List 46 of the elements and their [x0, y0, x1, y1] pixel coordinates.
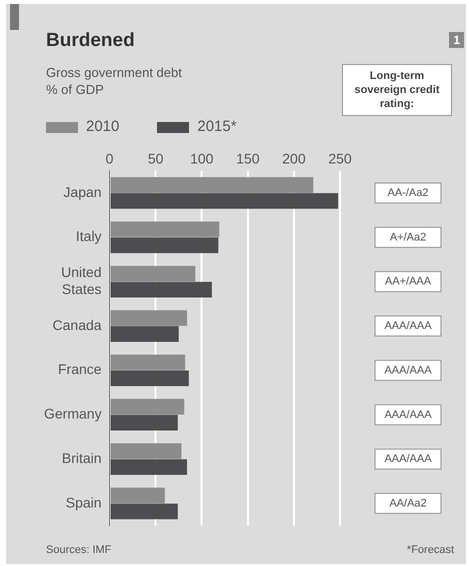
bar [110, 310, 187, 326]
bar [110, 237, 218, 254]
text: AAA/AAA [384, 320, 432, 332]
legend-label: 2010 [85, 118, 120, 135]
text: AA-/Aa2 [388, 187, 428, 200]
x-tick-label: 100 [190, 150, 214, 166]
y-tick-label: Spain [66, 494, 102, 510]
text: AAA/AAA [384, 453, 432, 466]
y-tick-label: France [58, 361, 102, 378]
bar [110, 326, 179, 342]
bar [110, 266, 196, 282]
y-tick-label: Britain [62, 450, 102, 466]
text: Long-term sovereign credit rating: [342, 64, 452, 116]
bar [110, 222, 220, 238]
x-tick-label: 0 [106, 150, 114, 166]
x-tick-label: 50 [148, 150, 164, 166]
bar [110, 459, 187, 475]
text: AAA/AAA [384, 408, 432, 421]
y-tick-label: Germany [44, 406, 102, 422]
text: AA/Aa2 [389, 497, 427, 510]
text: A+/Aa2 [390, 231, 426, 244]
text: *Forecast [406, 544, 454, 556]
bar [110, 504, 178, 520]
x-tick-label: 250 [328, 150, 352, 166]
bar [110, 443, 182, 459]
x-tick-label: 150 [236, 150, 260, 166]
bar [110, 177, 314, 193]
chart-subtitle: Gross government debt % of GDP [46, 64, 182, 98]
y-tick-label: Japan [63, 184, 102, 200]
bar [110, 414, 178, 431]
chart-title: Burdened [46, 30, 135, 52]
bar [110, 282, 212, 298]
bar [110, 354, 186, 370]
y-tick-label: Italy [76, 228, 102, 244]
text: AAA/AAA [384, 364, 432, 376]
y-tick-label: United States [61, 264, 102, 297]
bar [110, 398, 184, 415]
legend-label: 2015* [196, 118, 237, 135]
text: 1 [449, 32, 464, 48]
bar [110, 193, 338, 209]
source-note: Sources: IMF [46, 544, 112, 556]
x-tick-label: 200 [282, 150, 306, 166]
y-tick-label: Canada [52, 316, 102, 333]
text: AA+/AAA [384, 276, 432, 288]
bar [110, 370, 189, 386]
bar [110, 488, 165, 504]
